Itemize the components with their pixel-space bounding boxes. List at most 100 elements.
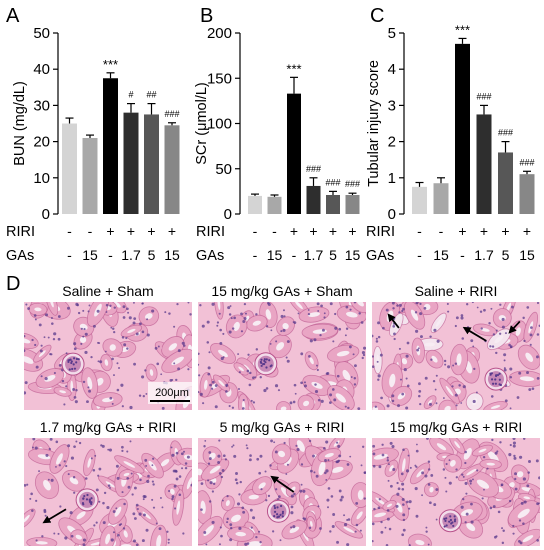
riri-row-value: +: [501, 223, 509, 239]
bar-1: [62, 123, 77, 214]
gas-row-value: 1.7: [474, 247, 494, 263]
riri-row-value: +: [147, 223, 155, 239]
gas-row-value: -: [292, 247, 297, 263]
y-axis-label: SCr (μmol/L): [194, 82, 210, 164]
y-tick-label: 3: [388, 97, 396, 114]
chart-panel-b: B 0 50 100 150 200 SCr (μmol/L) *** ### ### ### RIR…: [194, 5, 360, 264]
y-tick-label: 150: [207, 70, 232, 87]
significance-label: ###: [498, 128, 513, 138]
gas-row-value: 15: [433, 247, 449, 263]
riri-row-value: +: [458, 223, 466, 239]
y-tick-label: 50: [215, 161, 232, 178]
scale-bar-label: 200μm: [155, 387, 189, 399]
gas-row-value: 1.7: [304, 247, 324, 263]
panel-label: B: [200, 5, 213, 27]
histology-panel-title: 5 mg/kg GAs + RIRI: [220, 419, 345, 435]
annotation-arrow: [387, 313, 400, 329]
riri-row-value: +: [127, 223, 135, 239]
bar-2: [433, 183, 449, 214]
y-tick-label: 0: [388, 206, 396, 223]
riri-row-value: +: [309, 223, 317, 239]
significance-label: ###: [345, 179, 360, 189]
histology-panel-5: 5 mg/kg GAs + RIRI: [198, 419, 366, 546]
significance-label: ##: [146, 90, 156, 100]
tissue-image: [24, 438, 192, 546]
gas-row-value: 15: [519, 247, 535, 263]
histology-panel-title: Saline + Sham: [62, 283, 153, 299]
significance-label: ###: [306, 164, 321, 174]
significance-label: #: [128, 90, 133, 100]
gas-row-value: 15: [82, 247, 98, 263]
bar-2: [82, 137, 98, 214]
histology-panel-title: 1.7 mg/kg GAs + RIRI: [40, 419, 177, 435]
bar-5: [144, 114, 159, 214]
panel-label: C: [370, 5, 384, 27]
y-tick-label: 2: [388, 134, 396, 151]
gas-row-value: -: [67, 247, 72, 263]
y-axis-label: BUN (mg/dL): [12, 81, 28, 166]
bar-2: [267, 196, 282, 214]
bar-4: [476, 114, 492, 214]
bar-3: [455, 43, 470, 214]
bar-5: [326, 194, 340, 214]
gas-row-value: -: [460, 247, 465, 263]
bar-6: [519, 174, 535, 214]
gas-row-value: -: [253, 247, 258, 263]
row-label-riri: RIRI: [196, 224, 225, 240]
histology-panel-6: 15 mg/kg GAs + RIRI: [372, 419, 540, 546]
tissue-image: [372, 438, 540, 546]
annotation-arrow: [462, 326, 487, 342]
significance-label: ###: [519, 157, 534, 167]
gas-row-value: -: [417, 247, 422, 263]
riri-row-value: +: [290, 223, 298, 239]
histology-panel-3: Saline + RIRI: [372, 283, 540, 410]
bar-1: [248, 195, 262, 214]
gas-row-value: 15: [267, 247, 283, 263]
significance-label: ###: [164, 109, 179, 119]
y-axis-label: Tubular injury score: [366, 60, 382, 187]
riri-row-value: +: [348, 223, 356, 239]
y-tick-label: 0: [42, 206, 50, 223]
bar-6: [345, 194, 360, 214]
riri-row-value: -: [88, 223, 93, 239]
y-tick-label: 200: [207, 25, 232, 42]
riri-row-value: -: [253, 223, 258, 239]
histology-panel-title: 15 mg/kg GAs + RIRI: [390, 419, 523, 435]
bar-4: [306, 185, 321, 214]
riri-row-value: -: [67, 223, 72, 239]
bar-3: [287, 93, 301, 214]
riri-row-value: +: [329, 223, 337, 239]
significance-label: ***: [103, 57, 118, 72]
gas-row-value: 15: [345, 247, 361, 263]
gas-row-value: 5: [502, 247, 510, 263]
gas-row-value: -: [108, 247, 113, 263]
y-tick-label: 0: [224, 206, 232, 223]
gas-row-value: 5: [329, 247, 337, 263]
riri-row-value: -: [272, 223, 277, 239]
riri-row-value: +: [480, 223, 488, 239]
row-label-gas: GAs: [366, 248, 394, 264]
bar-1: [412, 186, 427, 214]
y-tick-label: 5: [388, 25, 396, 42]
tissue-image: [372, 302, 540, 410]
riri-row-value: -: [417, 223, 422, 239]
y-tick-label: 1: [388, 170, 396, 187]
bar-4: [123, 112, 139, 214]
tissue-image: [198, 302, 366, 410]
significance-label: ###: [476, 91, 491, 101]
bar-5: [498, 152, 513, 214]
riri-row-value: +: [523, 223, 531, 239]
y-tick-label: 20: [33, 134, 50, 151]
y-tick-label: 40: [33, 61, 50, 78]
riri-row-value: +: [168, 223, 176, 239]
gas-row-value: 1.7: [121, 247, 141, 263]
significance-label: ***: [455, 22, 470, 37]
riri-row-value: +: [106, 223, 114, 239]
annotation-arrow: [270, 475, 295, 493]
panel-label: A: [6, 5, 20, 27]
scale-bar-background: [148, 382, 196, 404]
gas-row-value: 5: [148, 247, 156, 263]
tissue-image: [198, 438, 366, 546]
